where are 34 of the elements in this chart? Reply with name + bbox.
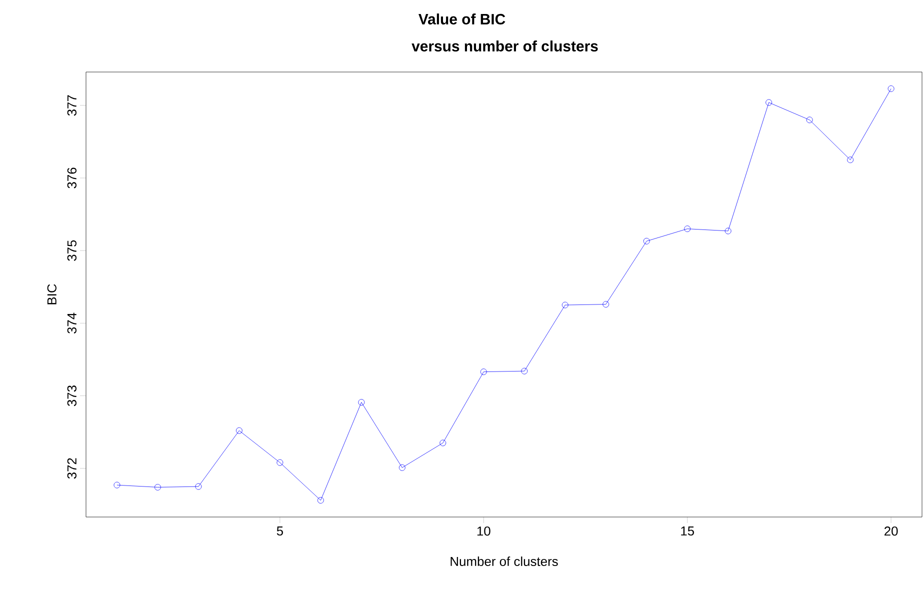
y-tick-label: 377 [67,95,76,116]
point [602,301,610,308]
point [643,238,650,244]
point [236,427,242,434]
y-axis-title: BIC [47,284,56,304]
x-tick-label: 10 [477,526,490,536]
x-tick-label: 15 [681,526,694,536]
point [195,483,202,490]
point [114,482,120,488]
point [684,226,691,232]
x-tick-label: 5 [276,526,283,536]
point [766,99,772,106]
x-axis-title: Number of clusters [450,556,558,566]
x-tick-label: 20 [884,526,898,536]
chart-title: Value of BIC [418,14,506,24]
y-tick-label: 375 [67,240,76,261]
point [847,156,854,164]
y-tick-label: 372 [67,458,76,479]
point [521,368,528,374]
point [562,302,568,308]
y-tick-label: 374 [67,312,76,334]
point [358,399,365,406]
point [724,228,732,234]
y-tick-label: 373 [67,386,76,406]
point [154,484,161,490]
point [398,464,406,471]
point [480,368,487,376]
point [317,497,324,504]
point [276,459,284,466]
point [440,440,446,446]
y-tick-label: 376 [67,168,76,188]
point [888,85,894,92]
point [806,116,813,124]
chart-subtitle: versus number of clusters [412,40,598,52]
